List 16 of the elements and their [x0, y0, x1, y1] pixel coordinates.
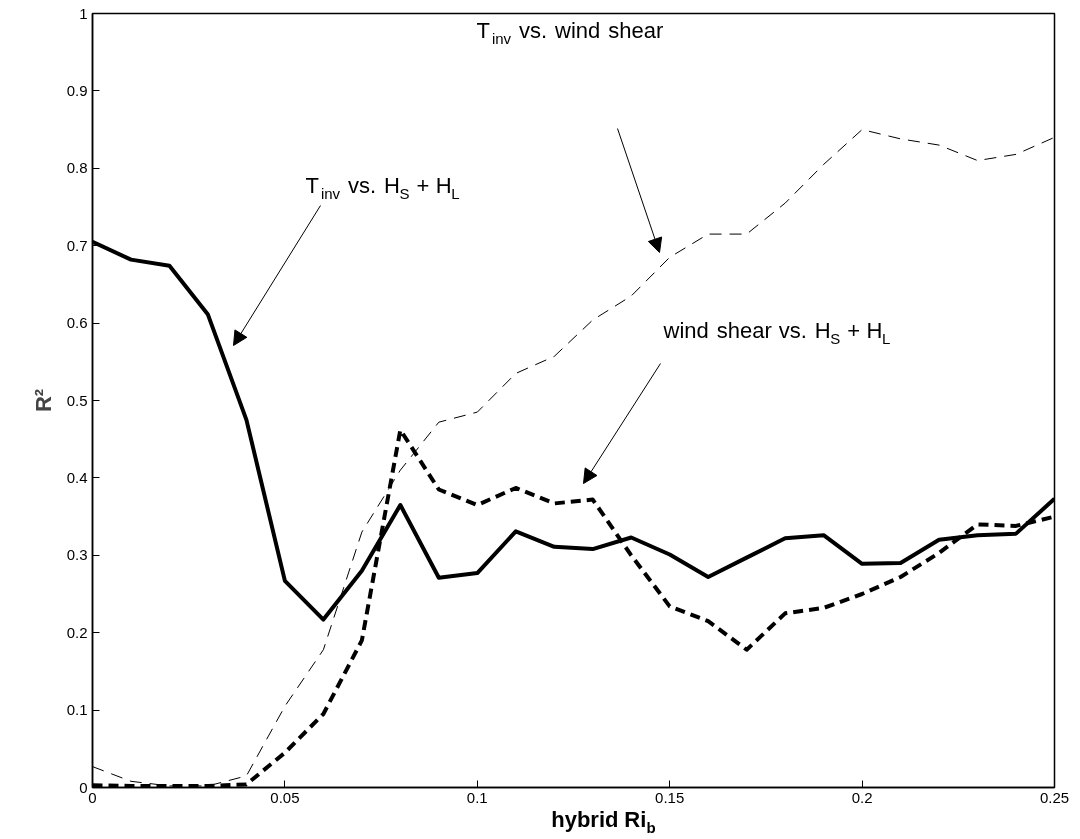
y-tick-label: 0.3	[66, 546, 88, 564]
x-tick-label: 0.25	[1039, 788, 1070, 806]
y-tick-label: 0.2	[66, 623, 88, 641]
y-axis-title: R²	[30, 388, 56, 413]
y-tick-label: 0.8	[66, 159, 88, 177]
x-tick-label: 0.2	[851, 788, 873, 806]
y-tick-label: 0.4	[66, 468, 88, 486]
y-tick-label: 1	[79, 4, 88, 22]
y-tick-label: 0.9	[66, 81, 88, 99]
y-tick-label: 0.6	[66, 314, 88, 332]
x-tick-label: 0.15	[655, 788, 685, 806]
y-tick-label: 0.7	[66, 236, 88, 254]
y-tick-label: 0.1	[66, 701, 88, 719]
x-tick-label: 0.05	[270, 788, 300, 806]
y-tick-label: 0.5	[66, 391, 88, 409]
x-tick-label: 0.1	[466, 788, 488, 806]
